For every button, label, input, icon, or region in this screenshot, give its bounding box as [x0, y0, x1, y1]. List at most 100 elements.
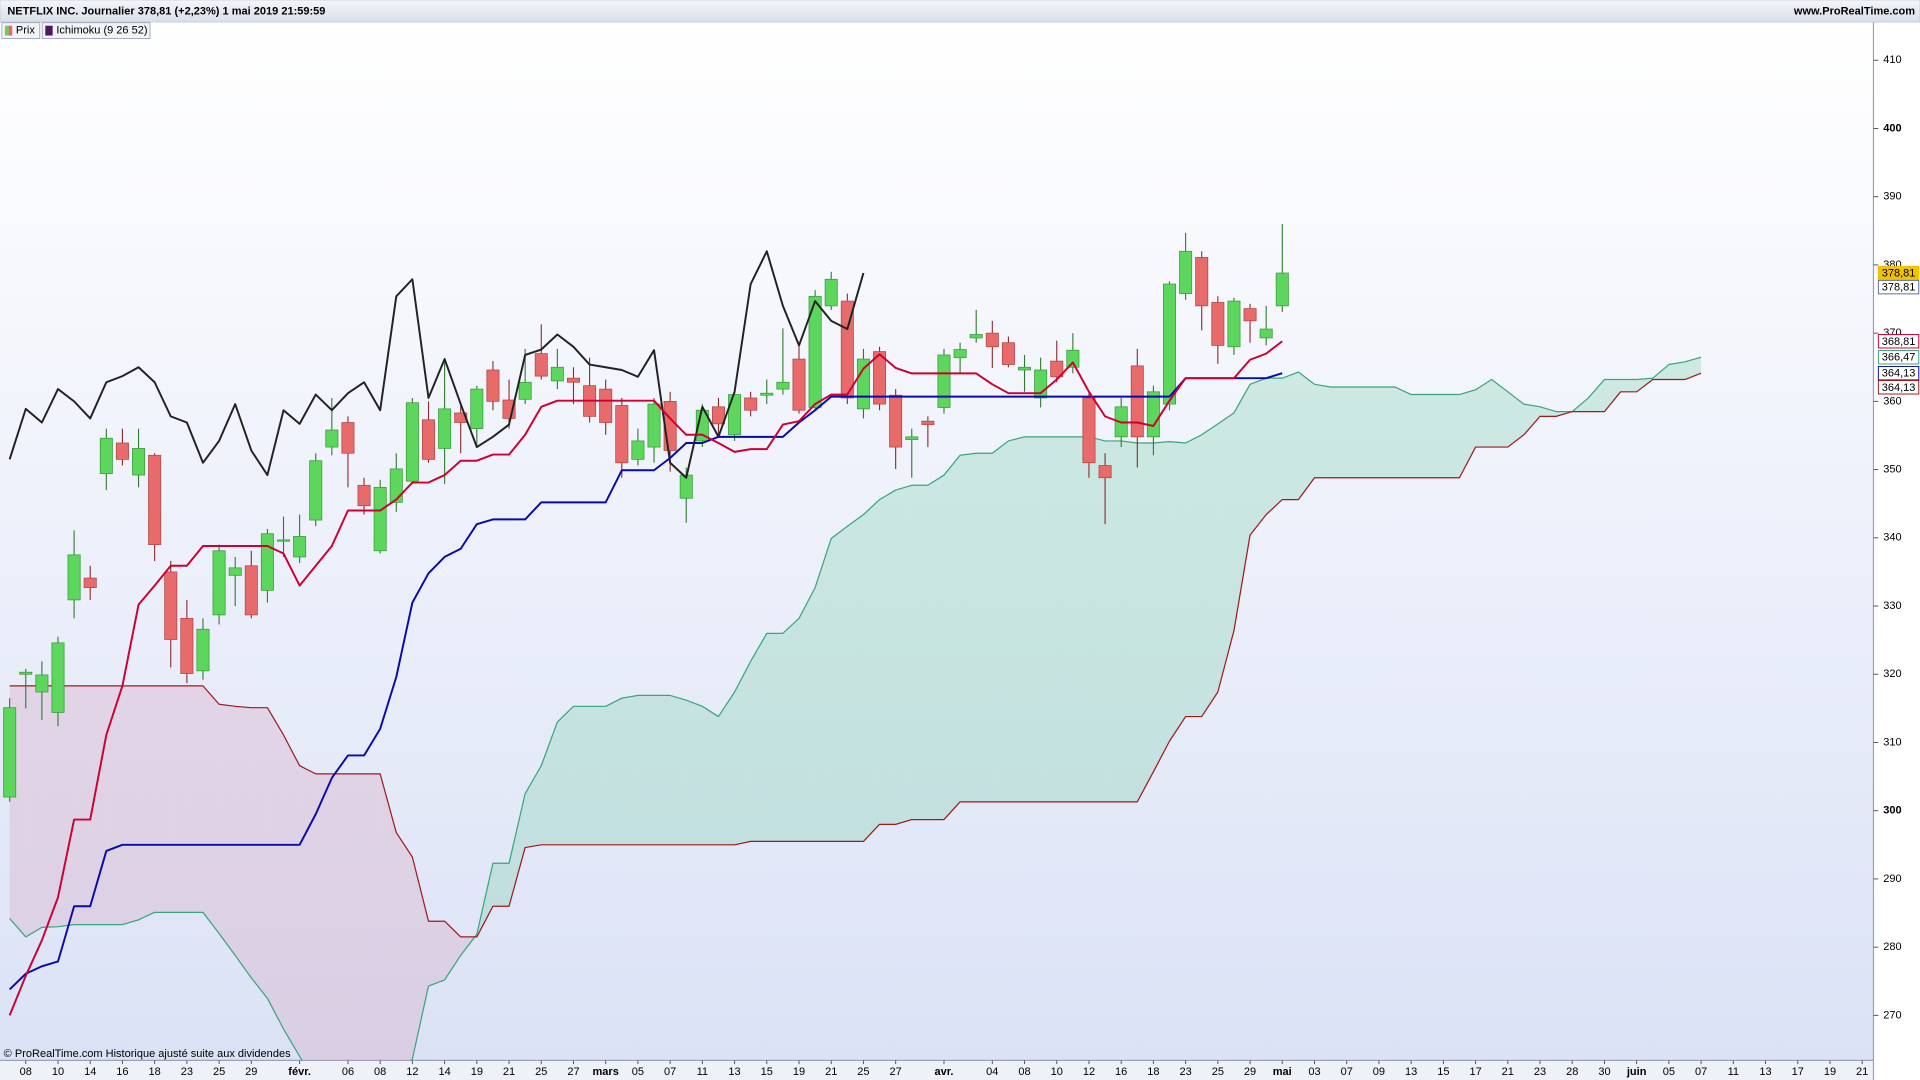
cloud-fill: [219, 704, 236, 956]
cloud-fill: [138, 685, 155, 920]
cloud-fill: [911, 485, 928, 820]
price-label: 378,81: [1882, 282, 1916, 294]
cloud-fill: [1588, 379, 1605, 412]
candle-body: [824, 278, 838, 307]
cloud-fill: [1491, 379, 1508, 448]
plot-background: [0, 22, 1874, 1061]
cloud-fill: [654, 695, 671, 845]
cloud-fill: [686, 700, 703, 845]
candle-body: [357, 484, 371, 507]
x-tick-label: avr.: [934, 1066, 953, 1078]
candle-body: [244, 565, 258, 616]
cloud-fill: [1169, 441, 1186, 742]
cloud-fill: [734, 661, 751, 845]
cloud-fill: [492, 863, 510, 907]
source-link[interactable]: www.ProRealTime.com: [1793, 6, 1915, 18]
x-tick-label: 21: [1856, 1066, 1868, 1078]
x-tick-label: 11: [1728, 1066, 1739, 1078]
x-tick-label: 12: [1083, 1066, 1095, 1078]
cloud-fill: [976, 453, 993, 802]
price-label-box: [1877, 380, 1920, 395]
candle-body: [663, 400, 677, 451]
candle-body: [67, 554, 81, 601]
candle-body: [792, 358, 806, 411]
cloud-fill: [895, 485, 912, 825]
cloud-fill: [396, 832, 413, 1061]
candle-body: [1163, 283, 1176, 405]
cloud-fill: [927, 475, 944, 820]
candle-body: [1179, 250, 1193, 294]
price-label: 378,81: [1882, 268, 1916, 280]
cloud-fill: [509, 793, 526, 907]
candle-body: [325, 429, 339, 448]
cloud-fill: [1282, 372, 1299, 500]
cloud-fill: [364, 773, 381, 1061]
candle-body: [1082, 397, 1096, 464]
candle-body: [776, 381, 790, 390]
x-tick-label: 12: [406, 1066, 418, 1078]
x-tick-label: 05: [632, 1066, 644, 1078]
candle-body: [856, 358, 870, 410]
candle-body: [3, 707, 17, 798]
candle-body: [196, 628, 210, 672]
x-tick-label: 21: [503, 1066, 515, 1078]
x-tick-label: 15: [1437, 1066, 1449, 1078]
y-tick-label: 320: [1883, 668, 1901, 680]
price-label-box: [1877, 365, 1920, 381]
x-tick-label: 25: [213, 1066, 225, 1078]
candle-body: [389, 468, 403, 503]
axes: 2702802903003103203303403503603703803904…: [20, 54, 1920, 1078]
cloud-fill: [702, 706, 719, 845]
cloud-fill: [170, 685, 187, 913]
legend-item-box[interactable]: [41, 22, 151, 39]
cloud-fill: [74, 685, 91, 925]
cloud-fill: [1540, 406, 1557, 417]
x-tick-label: 16: [1115, 1066, 1127, 1078]
cloud-fill: [637, 695, 655, 845]
candle-body: [631, 440, 645, 460]
legend-swatch: [4, 25, 9, 36]
y-tick-label: 390: [1883, 191, 1901, 203]
candle-body: [99, 437, 113, 475]
price-axis-background: [1873, 22, 1920, 1080]
x-tick-label: mars: [593, 1066, 619, 1078]
cloud-fill: [992, 440, 1009, 802]
candle-body: [808, 295, 822, 408]
candle-body: [35, 674, 49, 693]
candle-body: [550, 366, 564, 382]
price-label: 364,13: [1882, 368, 1916, 380]
legend: Prix Ichimoku (9 26 52): [1, 22, 151, 39]
cloud-fill: [1427, 394, 1444, 478]
candle-body: [1066, 349, 1080, 368]
candle-body: [164, 571, 178, 640]
candle-body: [518, 381, 532, 400]
x-tick-label: 10: [1051, 1066, 1063, 1078]
candle-body: [1050, 360, 1064, 378]
cloud-fill: [1684, 357, 1702, 380]
cloud-fill: [1604, 379, 1621, 412]
cloud-fill: [782, 618, 800, 842]
time-axis-background: [0, 1060, 1874, 1080]
x-tick-label: 25: [857, 1066, 869, 1078]
candle-body: [599, 388, 613, 423]
cloud-fill: [235, 706, 252, 978]
cloud-fill: [750, 633, 767, 842]
x-tick-label: 06: [342, 1066, 354, 1078]
x-tick-label: 13: [728, 1066, 740, 1078]
x-tick-label: 29: [245, 1066, 257, 1078]
cloud-fill: [1314, 384, 1331, 478]
candle-body: [341, 422, 355, 454]
cloud-fill: [541, 722, 558, 845]
candle-body: [840, 300, 854, 399]
x-tick-label: 25: [535, 1066, 547, 1078]
cloud-fill: [1040, 436, 1057, 802]
y-tick-label: 310: [1883, 736, 1901, 748]
y-tick-label: 340: [1883, 532, 1901, 544]
cloud-fill: [1137, 442, 1154, 802]
x-tick-label: 21: [825, 1066, 837, 1078]
cloud-fill: [670, 695, 687, 845]
y-tick-label: 290: [1883, 873, 1901, 885]
price-label-box: [1877, 350, 1920, 365]
x-tick-label: 16: [116, 1066, 128, 1078]
kijun-sen: [8, 372, 1283, 991]
